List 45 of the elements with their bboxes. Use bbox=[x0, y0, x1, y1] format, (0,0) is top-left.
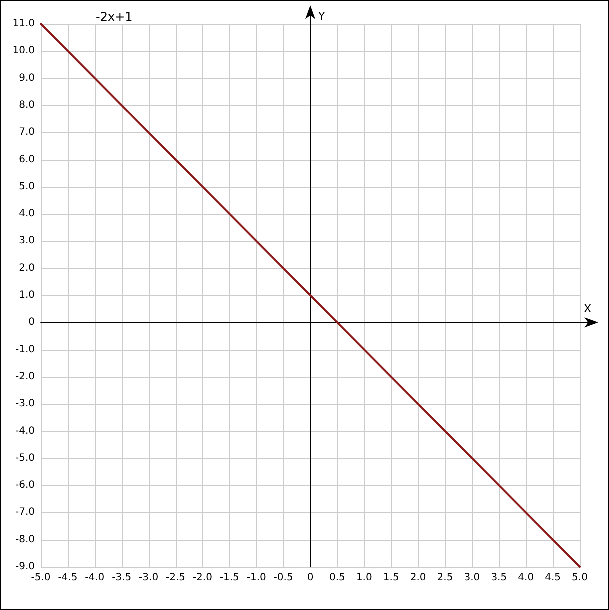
x-tick-label: -5.0 bbox=[31, 572, 51, 584]
x-tick-label: 3.0 bbox=[464, 572, 480, 584]
x-tick-label: 1.5 bbox=[383, 572, 400, 584]
x-tick-label: 0.5 bbox=[329, 572, 346, 584]
x-tick-label: 4.0 bbox=[518, 572, 534, 584]
x-tick-label: 0 bbox=[307, 572, 314, 584]
x-axis-title: X bbox=[584, 302, 592, 316]
x-tick-label: -2.0 bbox=[192, 572, 212, 584]
y-tick-label: -1.0 bbox=[15, 344, 35, 356]
x-tick-label: -3.5 bbox=[112, 572, 132, 584]
y-tick-label: 1.0 bbox=[19, 290, 35, 301]
y-tick-label: -5.0 bbox=[15, 452, 35, 464]
x-tick-label: 2.0 bbox=[410, 572, 426, 584]
y-tick-label: -8.0 bbox=[15, 534, 35, 546]
y-tick-label: 5.0 bbox=[19, 181, 35, 192]
x-tick-label: 5.0 bbox=[572, 572, 588, 584]
y-tick-label: 4.0 bbox=[19, 208, 35, 220]
x-tick-label: -4.0 bbox=[85, 572, 105, 584]
y-tick-label: 2.0 bbox=[19, 262, 35, 274]
y-tick-label: 6.0 bbox=[19, 154, 35, 166]
x-tick-label: -1.0 bbox=[246, 572, 266, 584]
x-tick-label: -1.5 bbox=[220, 572, 240, 584]
y-tick-label: 8.0 bbox=[19, 100, 35, 111]
y-tick-label: -7.0 bbox=[15, 507, 35, 518]
y-tick-label: -9.0 bbox=[15, 562, 35, 572]
y-tick-label: 0 bbox=[28, 317, 35, 328]
x-tick-label: -3.0 bbox=[139, 572, 159, 584]
y-tick-label: 3.0 bbox=[19, 236, 35, 247]
x-tick-label: 3.5 bbox=[491, 572, 508, 584]
chart-title: -2x+1 bbox=[96, 10, 133, 24]
x-tick-label: -4.5 bbox=[58, 572, 78, 584]
y-tick-label: -6.0 bbox=[15, 480, 35, 492]
x-tick-label: 1.0 bbox=[356, 572, 372, 584]
x-tick-label: -0.5 bbox=[274, 572, 294, 584]
y-tick-label: -3.0 bbox=[15, 398, 35, 410]
x-tick-label: -2.5 bbox=[166, 572, 186, 584]
y-tick-label: -4.0 bbox=[15, 426, 35, 437]
y-tick-label: 11.0 bbox=[12, 18, 35, 30]
y-tick-label: 10.0 bbox=[12, 46, 35, 57]
x-tick-label: 4.5 bbox=[545, 572, 562, 584]
y-tick-label: -2.0 bbox=[15, 371, 35, 382]
x-tick-label: 2.5 bbox=[437, 572, 454, 584]
y-axis-title: Y bbox=[318, 10, 326, 23]
y-tick-label: 9.0 bbox=[19, 72, 35, 84]
y-tick-label: 7.0 bbox=[19, 127, 35, 138]
